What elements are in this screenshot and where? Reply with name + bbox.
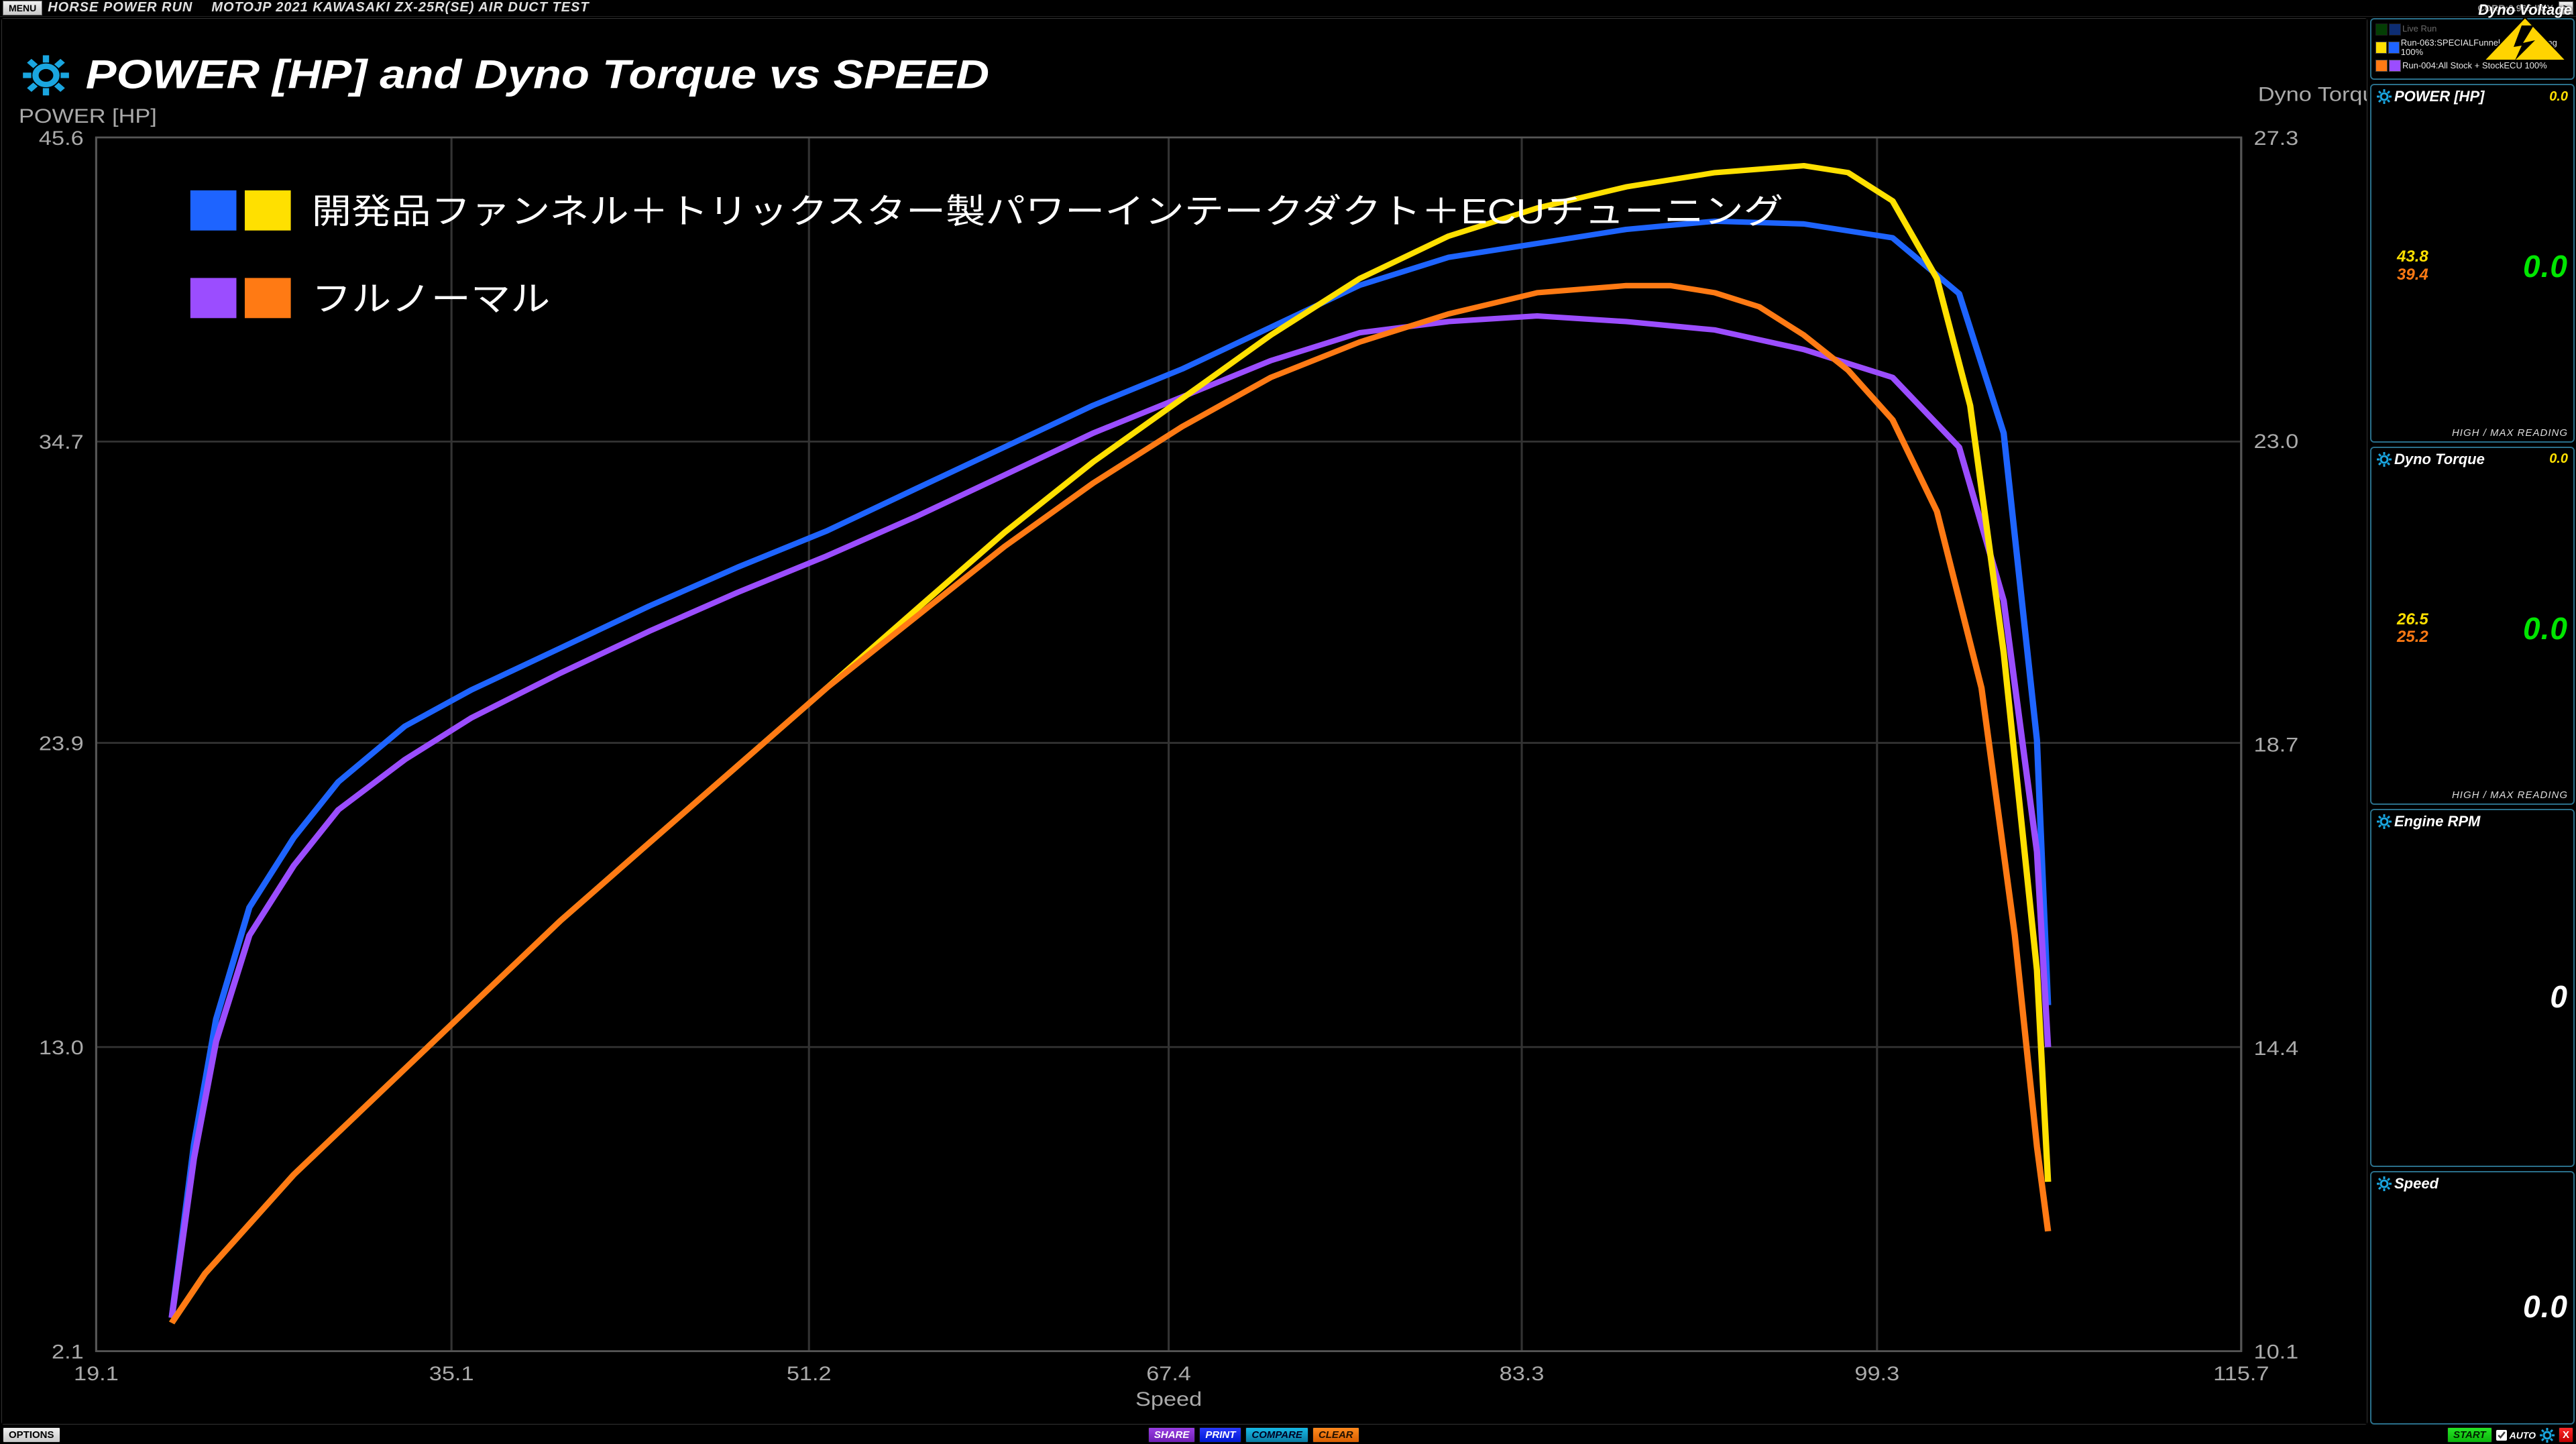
svg-text:14.4: 14.4 [2254, 1037, 2299, 1059]
clear-button[interactable]: CLEAR [1312, 1427, 1359, 1443]
power-footer: HIGH / MAX READING [2377, 427, 2568, 439]
svg-text:Speed: Speed [1135, 1388, 1202, 1410]
speed-big-value: 0.0 [2523, 1288, 2568, 1325]
reading-value: 26.5 [2397, 611, 2428, 628]
svg-text:開発品ファンネル＋トリックスター製パワーインテークダクト＋E: 開発品ファンネル＋トリックスター製パワーインテークダクト＋ECUチューニング [312, 192, 1783, 231]
rpm-panel: Engine RPM 0 [2370, 809, 2575, 1167]
torque-readings: 26.525.2 [2377, 611, 2428, 647]
share-button[interactable]: SHARE [1148, 1427, 1196, 1443]
svg-text:Dyno Torque: Dyno Torque [2258, 82, 2367, 105]
run-color-swatch [2375, 60, 2388, 72]
run-color-swatch [2388, 42, 2400, 54]
right-column: Live Run Run-063:SPECIALFunnel + ECU Tuni… [2370, 18, 2575, 1425]
speed-panel: Speed 0.0 [2370, 1171, 2575, 1425]
svg-text:34.7: 34.7 [39, 431, 84, 453]
run-color-swatch [2389, 23, 2401, 36]
speed-title: Speed [2394, 1175, 2439, 1192]
title-left: HORSE POWER RUN [48, 0, 192, 15]
print-button[interactable]: PRINT [1199, 1427, 1241, 1443]
gear-icon[interactable] [2377, 452, 2392, 467]
auto-label: AUTO [2510, 1430, 2536, 1441]
next-button[interactable]: > [2559, 1, 2573, 15]
svg-text:フルノーマル: フルノーマル [312, 279, 551, 318]
power-title: POWER [HP] [2394, 88, 2484, 105]
svg-text:83.3: 83.3 [1500, 1362, 1545, 1384]
rpm-big-value: 0 [2550, 979, 2568, 1015]
svg-text:POWER [HP] and Dyno Torque vs: POWER [HP] and Dyno Torque vs SPEED [86, 52, 989, 97]
run-label: Run-063:SPECIALFunnel + ECU Tuning 100% [2401, 38, 2569, 58]
torque-panel: Dyno Torque 0.0 26.525.2 0.0 HIGH / MAX … [2370, 447, 2575, 805]
reading-value: 25.2 [2397, 628, 2428, 646]
svg-text:23.0: 23.0 [2254, 430, 2299, 452]
gear-icon[interactable] [2377, 814, 2392, 829]
svg-text:99.3: 99.3 [1854, 1362, 1899, 1384]
run-color-swatch [2375, 42, 2387, 54]
run-row[interactable]: Live Run [2375, 23, 2569, 36]
svg-text:2.1: 2.1 [52, 1340, 84, 1362]
bottom-bar: OPTIONS SHARE PRINT COMPARE CLEAR START … [0, 1426, 2576, 1444]
torque-title: Dyno Torque [2394, 451, 2485, 468]
chart-area: 19.1 35.1 51.2 67.4 83.3 99.3 115.7 2.1 13.0 23.9… [1, 18, 2367, 1425]
start-button[interactable]: START [2447, 1427, 2492, 1443]
runs-panel: Live Run Run-063:SPECIALFunnel + ECU Tuni… [2370, 18, 2575, 80]
correction-label: CORR:0.965 IN:Y [2477, 3, 2553, 13]
svg-text:35.1: 35.1 [429, 1362, 474, 1384]
torque-top-value: 0.0 [2549, 451, 2568, 467]
run-color-swatch [2389, 60, 2401, 72]
svg-text:POWER [HP]: POWER [HP] [19, 105, 157, 127]
run-label: Run-004:All Stock + StockECU 100% [2402, 61, 2547, 70]
close-button[interactable]: X [2559, 1427, 2573, 1443]
svg-text:45.6: 45.6 [39, 126, 84, 148]
gear-icon[interactable] [2377, 89, 2392, 104]
reading-value: 43.8 [2397, 248, 2428, 266]
svg-text:27.3: 27.3 [2254, 126, 2299, 148]
compare-button[interactable]: COMPARE [1245, 1427, 1308, 1443]
svg-text:51.2: 51.2 [787, 1362, 832, 1384]
top-bar: MENU HORSE POWER RUN MOTOJP 2021 KAWASAK… [0, 0, 2576, 17]
settings-gear-icon[interactable] [2540, 1428, 2555, 1443]
run-row[interactable]: Run-004:All Stock + StockECU 100% [2375, 60, 2569, 72]
power-big-value: 0.0 [2523, 248, 2568, 284]
svg-text:23.9: 23.9 [39, 732, 84, 754]
svg-text:19.1: 19.1 [74, 1362, 119, 1384]
rpm-title: Engine RPM [2394, 813, 2480, 830]
title-center: MOTOJP 2021 KAWASAKI ZX-25R(SE) AIR DUCT… [211, 0, 2477, 15]
svg-text:67.4: 67.4 [1146, 1362, 1191, 1384]
power-top-value: 0.0 [2549, 89, 2568, 105]
auto-checkbox[interactable]: AUTO [2496, 1430, 2536, 1441]
svg-text:13.0: 13.0 [39, 1036, 84, 1058]
torque-big-value: 0.0 [2523, 610, 2568, 647]
auto-checkbox-input[interactable] [2496, 1430, 2507, 1441]
torque-footer: HIGH / MAX READING [2377, 789, 2568, 801]
run-color-swatch [2375, 23, 2388, 36]
options-button[interactable]: OPTIONS [3, 1427, 60, 1443]
gear-icon[interactable] [2377, 1176, 2392, 1191]
run-label: Live Run [2402, 24, 2437, 34]
power-panel: POWER [HP] 0.0 43.839.4 0.0 HIGH / MAX R… [2370, 84, 2575, 442]
svg-text:115.7: 115.7 [2213, 1362, 2269, 1384]
power-readings: 43.839.4 [2377, 248, 2428, 284]
reading-value: 39.4 [2397, 266, 2428, 284]
svg-text:10.1: 10.1 [2254, 1340, 2299, 1362]
menu-button[interactable]: MENU [3, 1, 42, 15]
run-row[interactable]: Run-063:SPECIALFunnel + ECU Tuning 100% [2375, 38, 2569, 58]
svg-text:18.7: 18.7 [2254, 733, 2299, 755]
